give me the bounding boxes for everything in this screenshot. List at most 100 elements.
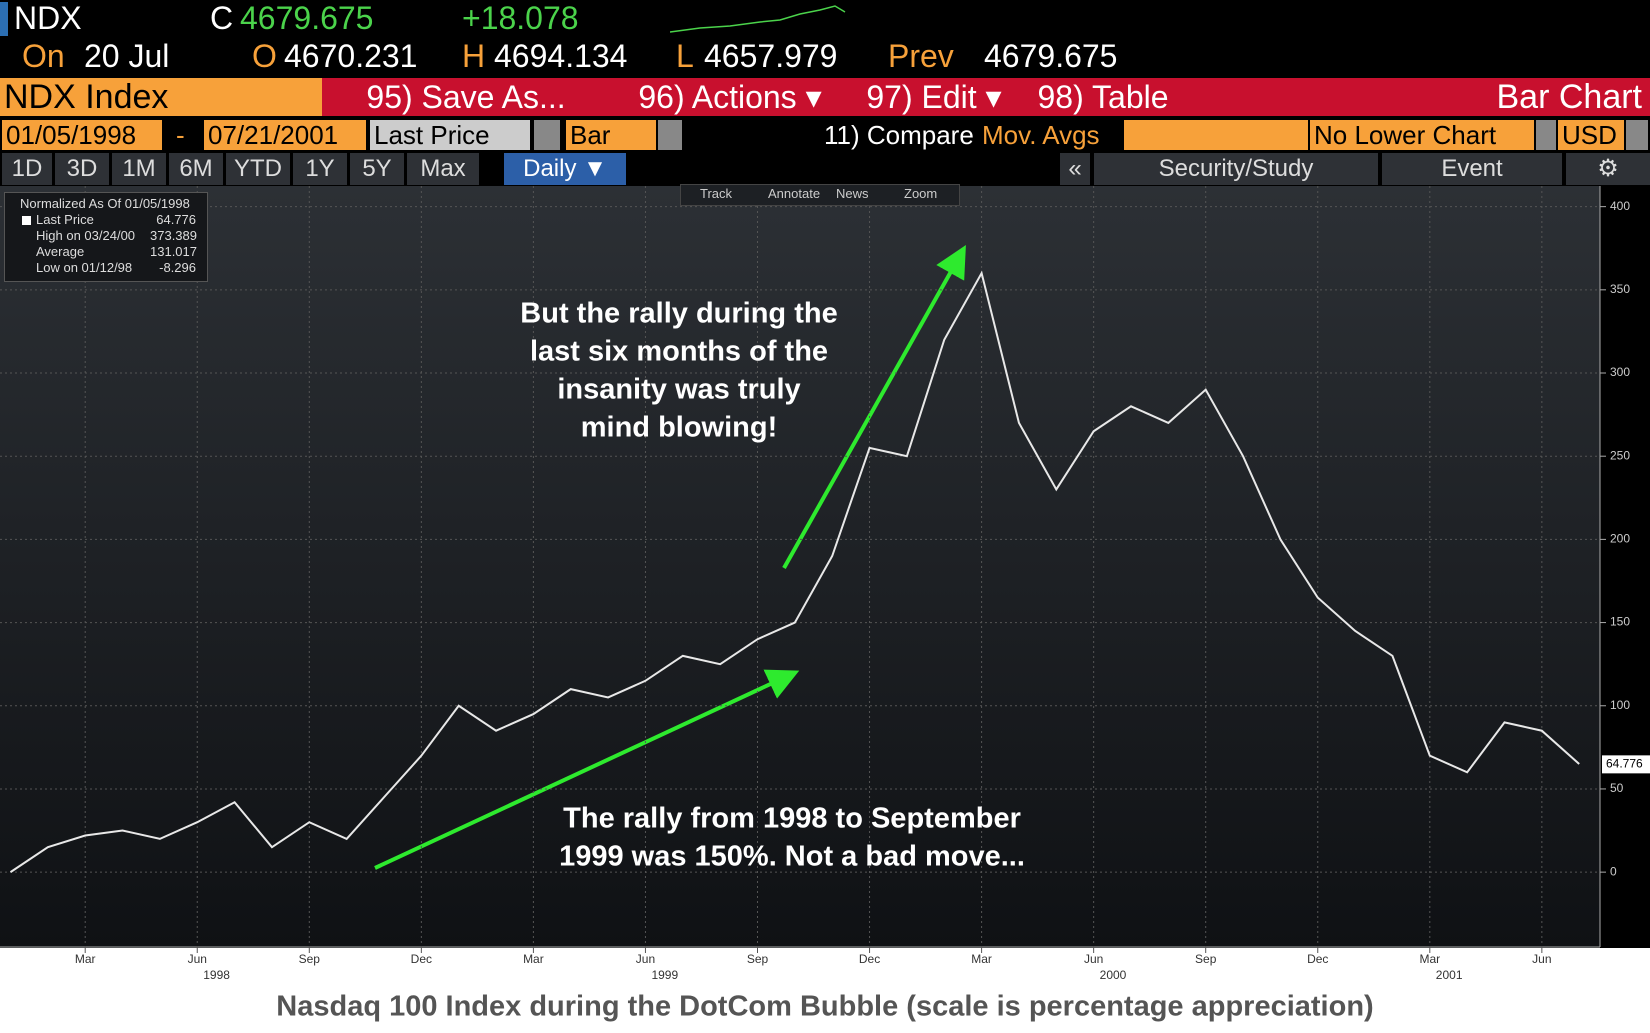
compare-label: 11) Compare [824,120,974,150]
axis-area [1600,186,1650,948]
field-select[interactable]: Last Price [370,120,530,150]
style-select[interactable]: Bar [566,120,656,150]
x-tick-label: Jun [1084,952,1103,966]
x-tick-label: Dec [1307,952,1328,966]
x-tick-label: Dec [411,952,432,966]
arrow [782,245,966,569]
last-value-box [1602,755,1650,774]
event[interactable]: Event [1382,153,1562,185]
year-label: 1999 [651,968,678,982]
year-label: 2001 [1436,968,1463,982]
legend-label: Average [36,244,85,259]
period-tab[interactable]: 5Y [350,153,404,185]
plot-area [0,186,1600,948]
security-study[interactable]: Security/Study [1094,153,1378,185]
field-dropdown[interactable] [534,120,560,150]
legend-label: Low on 01/12/98 [36,260,133,275]
chart-tool[interactable]: Zoom [904,186,938,201]
y-tick-label: 100 [1610,698,1630,712]
arrow [374,669,800,870]
annotation: insanity was truly [557,374,800,406]
period-tab[interactable]: 6M [169,153,223,185]
legend-value: -8.296 [159,260,196,275]
caption-area [0,984,1650,1033]
caption: Nasdaq 100 Index during the DotCom Bubbl… [276,991,1373,1023]
x-tick-label: Mar [1419,952,1440,966]
chart-tools [680,184,960,206]
x-tick-label: Sep [299,952,321,966]
x-tick-label: Mar [523,952,544,966]
legend-label: High on 03/24/00 [36,228,136,243]
y-tick-label: 350 [1610,282,1630,296]
x-tick-label: Jun [636,952,655,966]
y-tick-label: 300 [1610,365,1630,379]
period-tab[interactable]: YTD [226,153,290,185]
x-tick-label: Dec [859,952,880,966]
last-value-label: 64.776 [1606,757,1643,771]
prev-label: Prev [888,38,954,74]
annotation: mind blowing! [581,412,778,444]
legend-value: 131.017 [150,244,197,259]
period-tab[interactable]: 3D [55,153,109,185]
on-label: On [22,38,65,74]
legend-box [4,192,208,282]
blank-field[interactable] [1124,120,1308,150]
security-field[interactable]: NDX Index [0,78,322,116]
legend-title: Normalized As Of 01/05/1998 [20,196,190,211]
annotation: The rally from 1998 to September [563,803,1021,835]
lower-dropdown[interactable] [1536,120,1556,150]
legend-label: Last Price [36,212,94,227]
low: 4657.979 [704,38,838,74]
chart-tool[interactable]: News [836,186,869,201]
mov-avgs[interactable]: Mov. Avgs [982,120,1100,150]
y-tick-label: 200 [1610,532,1630,546]
settings-gear[interactable]: ⚙ [1566,153,1650,185]
annotation: last six months of the [530,336,828,368]
x-tick-label: Mar [75,952,96,966]
y-tick-label: 250 [1610,448,1630,462]
period-tab[interactable]: 1Y [293,153,347,185]
period-tab[interactable]: 1M [112,153,166,185]
year-label: 2000 [1100,968,1127,982]
collapse[interactable]: « [1060,153,1090,185]
currency-dropdown[interactable] [1626,120,1648,150]
chart-tool[interactable]: Track [700,186,733,201]
x-tick-label: Sep [747,952,769,966]
annotation: 1999 was 150%. Not a bad move... [559,841,1025,873]
x-tick-label: Jun [188,952,207,966]
actions-button[interactable]: 96) Actions ▾ [610,78,850,116]
open-label: O [252,38,277,74]
currency[interactable]: USD [1558,120,1624,150]
annotation: But the rally during the [520,298,837,330]
y-tick-label: 0 [1610,864,1617,878]
frequency[interactable]: Daily ▼ [504,153,626,185]
lower-chart[interactable]: No Lower Chart [1310,120,1534,150]
date-dash: - [176,120,185,150]
end-date[interactable]: 07/21/2001 [204,120,366,150]
legend-swatch [22,216,31,225]
view-title: Bar Chart [1496,78,1643,116]
start-date[interactable]: 01/05/1998 [2,120,162,150]
high-label: H [462,38,486,74]
y-tick-label: 400 [1610,199,1630,213]
period-tab[interactable]: 1D [2,153,52,185]
legend-value: 373.389 [150,228,197,243]
y-tick-label: 150 [1610,615,1630,629]
edit-button[interactable]: 97) Edit ▾ [854,78,1014,116]
date: 20 Jul [84,38,170,74]
ticker: NDX [14,0,82,36]
change: +18.078 [462,0,579,36]
style-dropdown[interactable] [658,120,682,150]
chart-tool[interactable]: Annotate [768,186,821,201]
x-tick-label: Sep [1195,952,1217,966]
save-button[interactable]: 95) Save As... [326,78,606,116]
last-price: 4679.675 [240,0,374,36]
x-tick-label: Jun [1532,952,1551,966]
x-tick-label: Mar [971,952,992,966]
period-tab[interactable]: Max [407,153,479,185]
price-line [9,270,1580,873]
sparkline [670,5,846,33]
legend-value: 64.776 [156,212,196,227]
table-button[interactable]: 98) Table [1018,78,1188,116]
